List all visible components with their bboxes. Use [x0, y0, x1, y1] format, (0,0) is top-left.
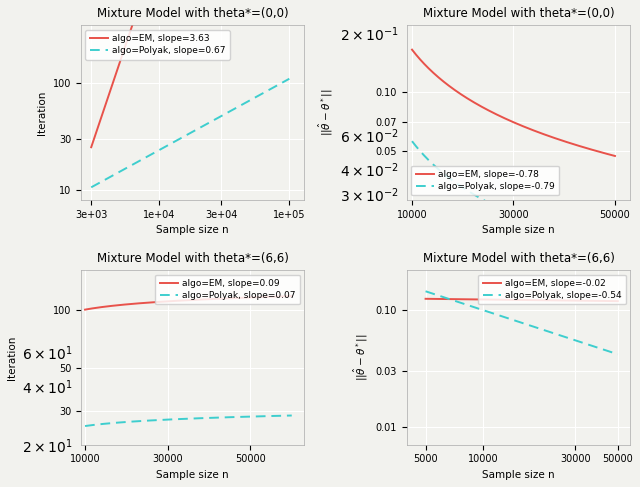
algo=Polyak, slope=-0.54 — [433, 292, 441, 298]
algo=Polyak, slope=0.07 — [93, 422, 101, 428]
Line: algo=EM, slope=-0.78: algo=EM, slope=-0.78 — [412, 50, 615, 156]
algo=EM, slope=-0.78 — [408, 47, 416, 53]
algo=EM, slope=-0.78 — [601, 150, 609, 156]
algo=Polyak, slope=0.67 — [285, 76, 293, 82]
algo=EM, slope=0.09 — [288, 293, 296, 299]
Y-axis label: $||\hat{\theta} - \theta^*||$: $||\hat{\theta} - \theta^*||$ — [352, 334, 371, 381]
Line: algo=EM, slope=0.09: algo=EM, slope=0.09 — [85, 296, 292, 310]
algo=EM, slope=-0.78 — [420, 61, 428, 67]
Title: Mixture Model with theta*=(6,6): Mixture Model with theta*=(6,6) — [97, 252, 289, 265]
algo=EM, slope=0.09 — [270, 294, 278, 300]
Y-axis label: Iteration: Iteration — [7, 335, 17, 380]
algo=EM, slope=3.63 — [124, 35, 132, 41]
algo=EM, slope=0.09 — [136, 300, 144, 306]
Title: Mixture Model with theta*=(6,6): Mixture Model with theta*=(6,6) — [422, 252, 614, 265]
algo=EM, slope=-0.02 — [604, 298, 612, 304]
Title: Mixture Model with theta*=(0,0): Mixture Model with theta*=(0,0) — [97, 7, 289, 20]
Title: Mixture Model with theta*=(0,0): Mixture Model with theta*=(0,0) — [423, 7, 614, 20]
algo=Polyak, slope=0.67 — [99, 178, 107, 184]
algo=Polyak, slope=-0.54 — [598, 346, 605, 352]
algo=Polyak, slope=0.07 — [120, 419, 127, 425]
Legend: algo=EM, slope=0.09, algo=Polyak, slope=0.07: algo=EM, slope=0.09, algo=Polyak, slope=… — [156, 275, 300, 304]
Legend: algo=EM, slope=-0.78, algo=Polyak, slope=-0.79: algo=EM, slope=-0.78, algo=Polyak, slope… — [412, 166, 559, 195]
algo=Polyak, slope=-0.79 — [417, 148, 424, 154]
algo=EM, slope=3.63 — [88, 144, 95, 150]
Legend: algo=EM, slope=3.63, algo=Polyak, slope=0.67: algo=EM, slope=3.63, algo=Polyak, slope=… — [85, 30, 230, 59]
Line: algo=EM, slope=3.63: algo=EM, slope=3.63 — [92, 0, 289, 147]
algo=EM, slope=3.63 — [95, 121, 103, 127]
algo=EM, slope=0.09 — [278, 294, 285, 300]
algo=EM, slope=-0.02 — [458, 296, 465, 302]
algo=EM, slope=-0.02 — [433, 296, 441, 302]
X-axis label: Sample size n: Sample size n — [483, 225, 555, 235]
X-axis label: Sample size n: Sample size n — [156, 470, 229, 480]
algo=Polyak, slope=0.07 — [278, 413, 285, 419]
algo=Polyak, slope=-0.79 — [408, 138, 416, 144]
algo=EM, slope=-0.78 — [462, 94, 470, 100]
X-axis label: Sample size n: Sample size n — [483, 470, 555, 480]
algo=Polyak, slope=0.07 — [270, 413, 278, 419]
Line: algo=Polyak, slope=0.07: algo=Polyak, slope=0.07 — [85, 415, 292, 426]
Line: algo=EM, slope=-0.02: algo=EM, slope=-0.02 — [426, 299, 618, 301]
algo=Polyak, slope=0.07 — [136, 418, 144, 424]
algo=Polyak, slope=-0.79 — [601, 243, 609, 249]
algo=Polyak, slope=0.67 — [95, 180, 103, 186]
Line: algo=Polyak, slope=-0.79: algo=Polyak, slope=-0.79 — [412, 141, 615, 249]
algo=EM, slope=0.09 — [90, 305, 97, 311]
algo=Polyak, slope=-0.79 — [462, 187, 470, 193]
Legend: algo=EM, slope=-0.02, algo=Polyak, slope=-0.54: algo=EM, slope=-0.02, algo=Polyak, slope… — [478, 275, 626, 304]
Line: algo=Polyak, slope=-0.54: algo=Polyak, slope=-0.54 — [426, 291, 618, 354]
algo=Polyak, slope=-0.79 — [420, 153, 428, 159]
algo=Polyak, slope=-0.54 — [604, 348, 612, 354]
X-axis label: Sample size n: Sample size n — [156, 225, 229, 235]
algo=Polyak, slope=0.07 — [90, 422, 97, 428]
algo=EM, slope=0.09 — [120, 302, 127, 308]
algo=EM, slope=-0.78 — [594, 149, 602, 154]
algo=Polyak, slope=0.07 — [288, 412, 296, 418]
algo=Polyak, slope=-0.54 — [473, 305, 481, 311]
algo=Polyak, slope=0.67 — [124, 164, 132, 170]
Line: algo=Polyak, slope=0.67: algo=Polyak, slope=0.67 — [92, 79, 289, 187]
algo=Polyak, slope=0.67 — [88, 185, 95, 190]
algo=EM, slope=-0.78 — [611, 153, 619, 159]
Y-axis label: $||\hat{\theta} - \theta^*||$: $||\hat{\theta} - \theta^*||$ — [317, 89, 335, 136]
algo=Polyak, slope=-0.79 — [611, 246, 619, 252]
algo=EM, slope=-0.78 — [446, 83, 454, 89]
algo=Polyak, slope=-0.54 — [614, 351, 621, 357]
algo=Polyak, slope=0.67 — [276, 81, 284, 87]
algo=EM, slope=0.09 — [81, 307, 89, 313]
Y-axis label: Iteration: Iteration — [37, 91, 47, 135]
algo=Polyak, slope=-0.79 — [594, 241, 602, 247]
algo=EM, slope=-0.02 — [473, 297, 481, 302]
algo=Polyak, slope=-0.54 — [429, 291, 437, 297]
algo=EM, slope=0.09 — [93, 305, 101, 311]
algo=EM, slope=-0.02 — [422, 296, 429, 302]
algo=Polyak, slope=-0.54 — [458, 300, 465, 306]
algo=Polyak, slope=-0.54 — [422, 288, 429, 294]
algo=EM, slope=3.63 — [99, 109, 107, 114]
algo=Polyak, slope=-0.79 — [446, 175, 454, 181]
algo=Polyak, slope=0.67 — [140, 155, 148, 161]
algo=EM, slope=-0.02 — [429, 296, 437, 302]
algo=EM, slope=-0.02 — [614, 298, 621, 304]
algo=EM, slope=-0.78 — [417, 56, 424, 62]
algo=EM, slope=-0.02 — [598, 298, 605, 304]
algo=Polyak, slope=0.67 — [269, 85, 276, 91]
algo=Polyak, slope=0.07 — [81, 423, 89, 429]
